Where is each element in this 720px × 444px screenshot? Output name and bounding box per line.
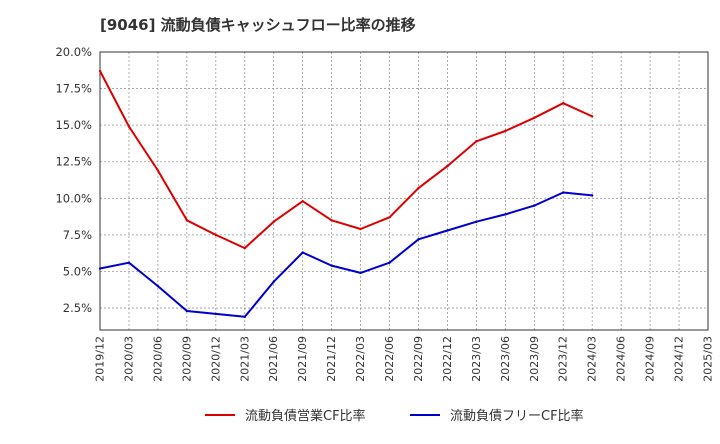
data-point (417, 238, 420, 241)
x-tick-label: 2023/09 (528, 336, 541, 382)
data-point (185, 309, 189, 313)
y-tick-label: 5.0% (63, 264, 92, 278)
x-tick-label: 2022/03 (354, 336, 367, 382)
data-point (562, 191, 565, 194)
series-line-0 (99, 70, 593, 250)
data-point (301, 251, 304, 254)
data-point (272, 220, 275, 223)
x-tick-label: 2023/12 (557, 336, 570, 382)
data-point (359, 227, 362, 231)
x-tick-label: 2020/09 (180, 336, 193, 382)
data-point (504, 213, 507, 216)
x-tick-label: 2021/06 (267, 336, 280, 382)
x-tick-label: 2021/09 (296, 336, 309, 382)
data-point (156, 284, 160, 288)
data-point (330, 219, 333, 222)
data-point (533, 116, 536, 120)
plot-frame (99, 51, 709, 331)
y-tick-label: 2.5% (63, 301, 92, 315)
data-point (272, 280, 275, 283)
data-point (243, 315, 246, 319)
x-tick-label: 2024/12 (673, 336, 686, 382)
data-point (359, 271, 362, 275)
y-tick-label: 20.0% (55, 45, 92, 59)
axis-layer: 2.5% 5.0% 7.5% 10.0% 12.5% 15.0% 17.5% 20.0% 201… (55, 45, 714, 382)
data-point (475, 220, 478, 223)
data-point (127, 261, 131, 264)
y-tick-label: 15.0% (55, 118, 92, 132)
data-point (127, 125, 131, 128)
series-line-1 (99, 191, 593, 318)
series-layer (98, 69, 594, 319)
legend: 流動負債営業CF比率 流動負債フリーCF比率 (205, 408, 584, 424)
y-tick-label: 17.5% (55, 82, 92, 96)
data-point (446, 164, 449, 168)
x-tick-label: 2020/12 (209, 336, 222, 382)
x-tick-label: 2024/03 (586, 336, 599, 382)
y-tick-label: 10.0% (55, 191, 92, 205)
data-point (504, 129, 507, 133)
data-point (185, 219, 189, 222)
chart-title: [9046] 流動負債キャッシュフロー比率の推移 (100, 16, 416, 34)
x-tick-label: 2021/12 (325, 336, 338, 382)
y-tick-label: 12.5% (55, 155, 92, 169)
data-point (301, 200, 304, 203)
data-point (562, 102, 565, 105)
data-point (417, 186, 420, 190)
x-tick-label: 2024/09 (644, 336, 657, 382)
x-tick-label: 2021/03 (238, 336, 251, 382)
data-point (388, 261, 391, 264)
data-point (446, 229, 449, 232)
x-tick-label: 2023/03 (470, 336, 483, 382)
x-tick-label: 2023/06 (499, 336, 512, 382)
x-tick-label: 2019/12 (94, 336, 107, 382)
data-point (98, 69, 102, 73)
data-point (590, 194, 594, 197)
data-point (590, 115, 594, 118)
x-tick-label: 2020/03 (122, 336, 135, 382)
x-tick-label: 2022/06 (383, 336, 396, 382)
x-tick-label: 2025/03 (702, 336, 715, 382)
data-point (475, 140, 478, 143)
data-point (533, 204, 536, 207)
y-tick-label: 7.5% (63, 228, 92, 242)
data-point (156, 169, 160, 172)
x-tick-label: 2024/06 (615, 336, 628, 382)
legend-label-1: 流動負債フリーCF比率 (450, 408, 584, 424)
grid-layer (100, 51, 708, 330)
data-point (330, 264, 333, 267)
data-point (243, 246, 246, 250)
legend-label-0: 流動負債営業CF比率 (245, 408, 366, 424)
data-point (98, 267, 102, 270)
data-point (388, 216, 391, 219)
x-tick-label: 2020/06 (151, 336, 164, 382)
x-tick-label: 2022/12 (441, 336, 454, 382)
data-point (214, 312, 218, 316)
data-point (214, 233, 218, 237)
x-tick-label: 2022/09 (412, 336, 425, 382)
